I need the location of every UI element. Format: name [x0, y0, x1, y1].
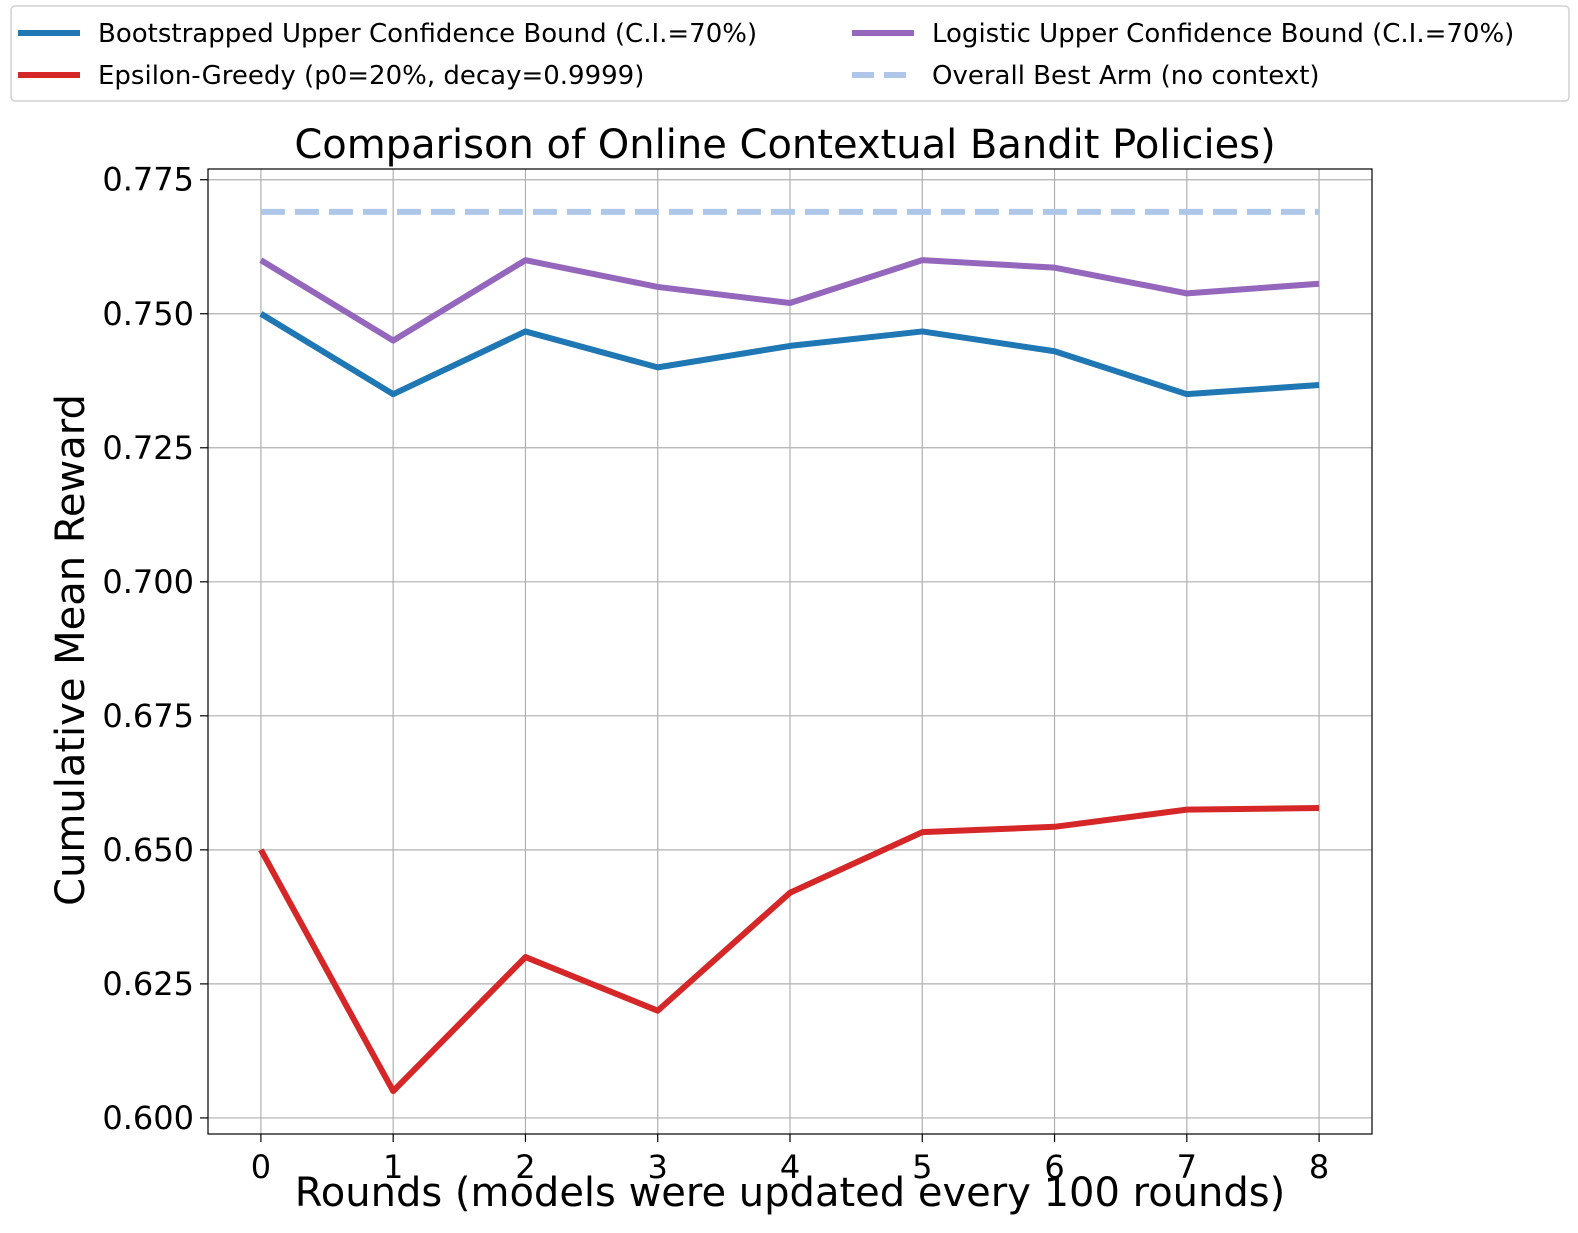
y-tick-label: 0.725	[102, 429, 194, 467]
series-line-2	[258, 805, 1320, 1095]
y-tick-label: 0.625	[102, 965, 194, 1003]
x-axis: 0 1 2 3 4 5 6 7 8	[251, 1134, 1329, 1186]
series-line-3	[259, 257, 1320, 344]
legend-label-2: Epsilon-Greedy (p0=20%, decay=0.9999)	[98, 61, 644, 91]
legend-box	[10, 5, 1570, 102]
y-axis: 0.600 0.625 0.650 0.675 0.700 0.725 0.750 0.775	[102, 161, 208, 1137]
legend: Bootstrapped Upper Confidence Bound (C.I…	[10, 5, 1570, 102]
y-tick-label: 0.650	[102, 831, 194, 869]
x-tick-label: 3	[648, 1148, 668, 1186]
x-tick-label: 4	[780, 1148, 800, 1186]
x-axis-label: Rounds (models were updated every 100 ro…	[295, 1170, 1285, 1216]
x-tick-label: 8	[1309, 1148, 1329, 1186]
y-tick-label: 0.775	[102, 161, 194, 199]
legend-label-3: Logistic Upper Confidence Bound (C.I.=70…	[932, 19, 1514, 49]
grid	[208, 169, 1372, 1134]
x-tick-label: 5	[912, 1148, 932, 1186]
x-tick-label: 1	[383, 1148, 403, 1186]
y-axis-label: Cumulative Mean Reward	[48, 394, 94, 906]
y-tick-label: 0.675	[102, 697, 194, 735]
x-tick-label: 2	[515, 1148, 535, 1186]
series-line-1	[259, 311, 1320, 398]
legend-label-4: Overall Best Arm (no context)	[932, 61, 1320, 91]
x-tick-label: 6	[1044, 1148, 1064, 1186]
series-layer	[258, 208, 1320, 1095]
legend-label-1: Bootstrapped Upper Confidence Bound (C.I…	[98, 19, 757, 49]
y-tick-label: 0.600	[102, 1099, 194, 1137]
chart-title: Comparison of Online Contextual Bandit P…	[294, 122, 1275, 168]
x-tick-label: 7	[1177, 1148, 1197, 1186]
y-tick-label: 0.700	[102, 563, 194, 601]
x-tick-label: 0	[251, 1148, 271, 1186]
y-tick-label: 0.750	[102, 295, 194, 333]
